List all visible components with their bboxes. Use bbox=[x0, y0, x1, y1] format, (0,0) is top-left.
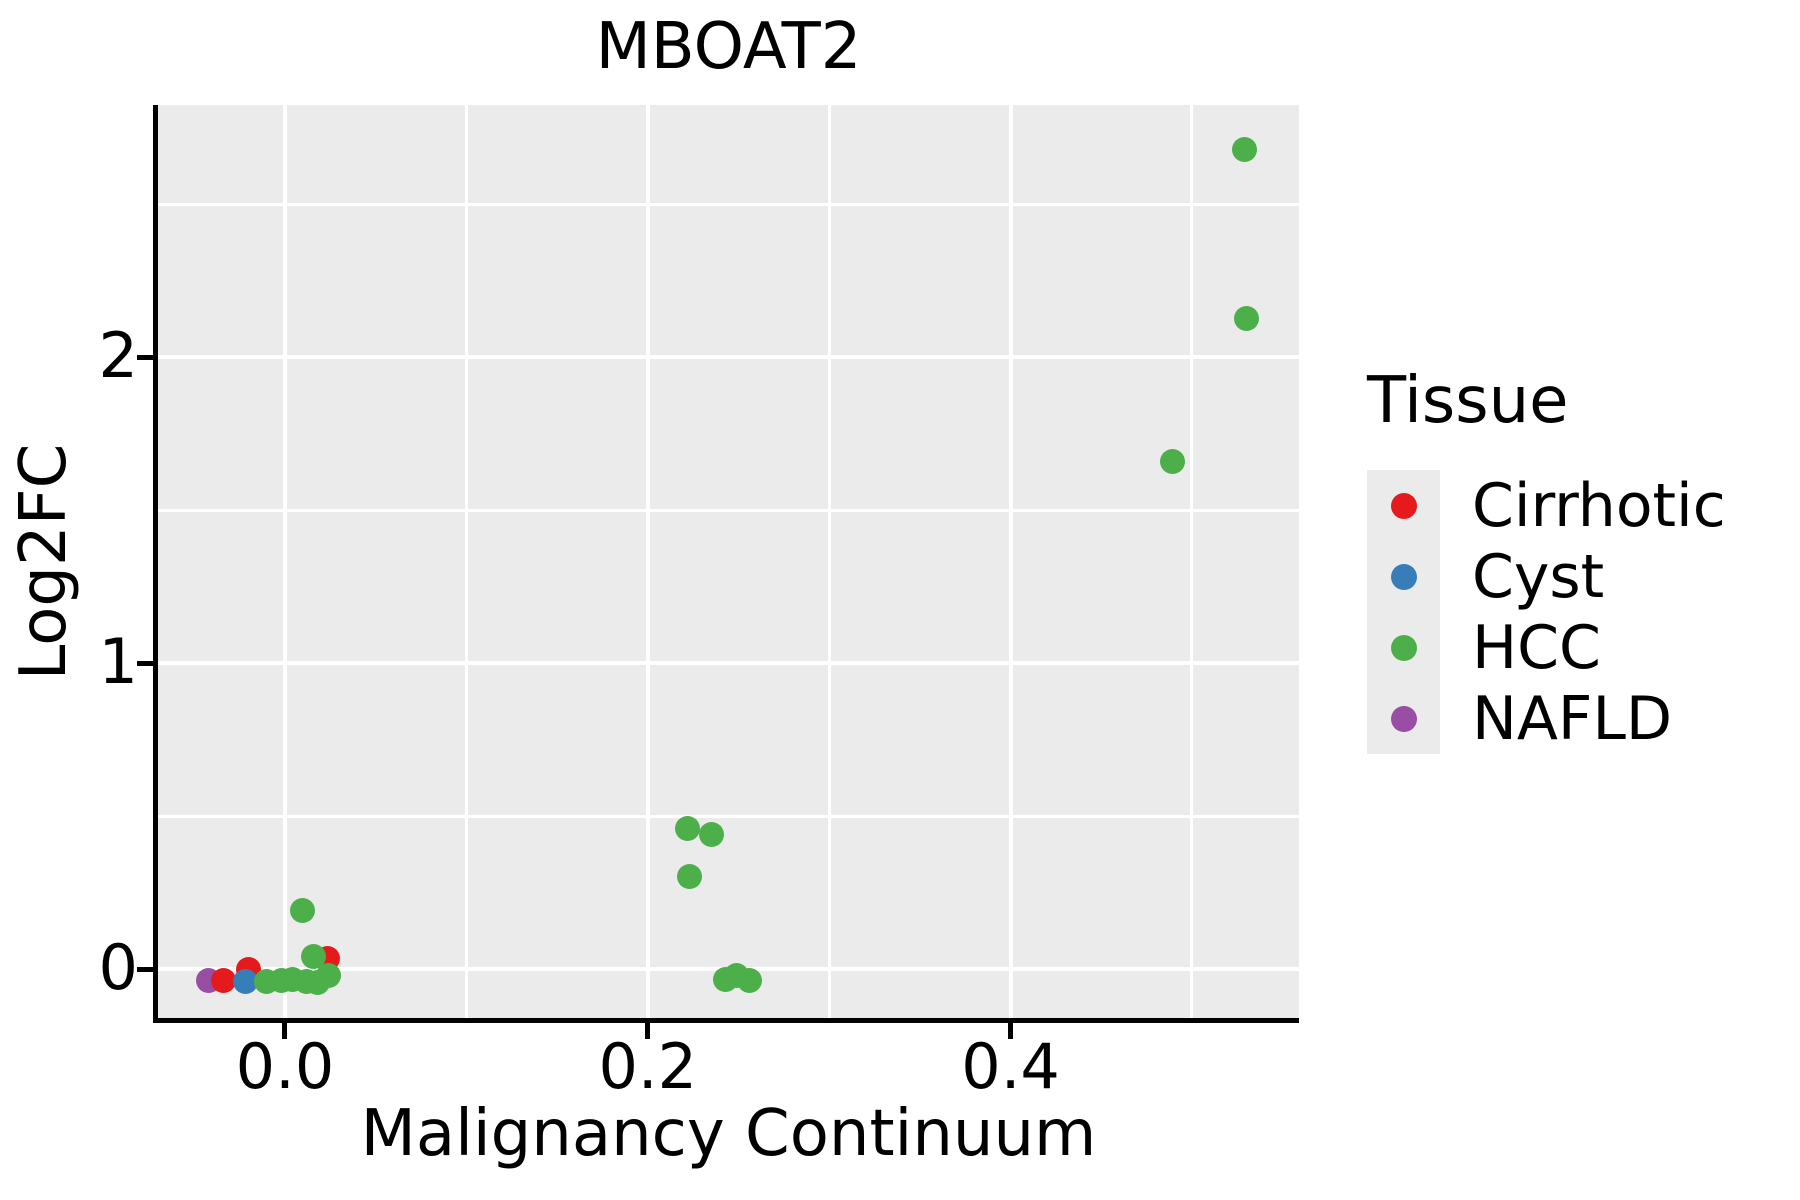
data-point-hcc bbox=[289, 898, 315, 924]
x-tick-mark bbox=[1008, 1023, 1014, 1039]
legend-label: NAFLD bbox=[1472, 683, 1673, 754]
y-major-gridline bbox=[158, 661, 1299, 666]
legend-item-nafld: NAFLD bbox=[1367, 683, 1726, 755]
x-axis-line bbox=[153, 1018, 1299, 1023]
legend-item-cyst: Cyst bbox=[1367, 541, 1726, 613]
x-tick-mark bbox=[282, 1023, 288, 1039]
legend-swatch-icon bbox=[1390, 634, 1417, 661]
legend-swatch-icon bbox=[1390, 492, 1417, 519]
legend-item-cirrhotic: Cirrhotic bbox=[1367, 470, 1726, 542]
data-point-hcc bbox=[1233, 305, 1259, 331]
y-minor-gridline bbox=[158, 508, 1299, 512]
legend-label: HCC bbox=[1472, 612, 1601, 683]
legend-key bbox=[1367, 612, 1440, 684]
legend-key bbox=[1367, 470, 1440, 542]
legend-key bbox=[1367, 683, 1440, 755]
x-tick-mark bbox=[645, 1023, 651, 1039]
y-major-gridline bbox=[158, 355, 1299, 360]
x-minor-gridline bbox=[464, 105, 468, 1018]
x-tick-label: 0.4 bbox=[961, 1030, 1060, 1103]
data-point-hcc bbox=[736, 967, 762, 993]
legend: Tissue Cirrhotic Cyst HCC NAFLD bbox=[1367, 364, 1726, 755]
data-point-cyst bbox=[232, 969, 258, 995]
plot-panel bbox=[158, 105, 1299, 1018]
x-minor-gridline bbox=[827, 105, 831, 1018]
y-tick-label: 2 bbox=[98, 318, 138, 392]
x-major-gridline bbox=[282, 105, 287, 1018]
data-point-hcc bbox=[1232, 136, 1258, 162]
x-tick-label: 0.2 bbox=[598, 1030, 698, 1103]
legend-label: Cyst bbox=[1472, 541, 1605, 612]
y-tick-mark bbox=[137, 966, 153, 972]
data-point-hcc bbox=[676, 863, 702, 889]
x-major-gridline bbox=[1008, 105, 1013, 1018]
x-axis-title: Malignancy Continuum bbox=[360, 1097, 1097, 1171]
y-tick-mark bbox=[137, 354, 153, 360]
y-minor-gridline bbox=[158, 202, 1299, 206]
chart-title: MBOAT2 bbox=[595, 10, 862, 84]
legend-swatch-icon bbox=[1390, 705, 1417, 732]
legend-label: Cirrhotic bbox=[1472, 470, 1726, 541]
y-tick-mark bbox=[137, 660, 153, 666]
y-tick-label: 1 bbox=[98, 624, 138, 698]
data-point-hcc bbox=[1159, 448, 1185, 474]
y-axis-line bbox=[153, 105, 158, 1023]
legend-item-hcc: HCC bbox=[1367, 612, 1726, 684]
x-minor-gridline bbox=[1190, 105, 1194, 1018]
y-minor-gridline bbox=[158, 814, 1299, 818]
legend-title: Tissue bbox=[1367, 364, 1569, 438]
data-point-hcc bbox=[316, 962, 341, 988]
data-point-cirrhotic bbox=[210, 968, 236, 994]
legend-key bbox=[1367, 541, 1440, 613]
x-tick-label: 0.0 bbox=[235, 1030, 335, 1103]
x-major-gridline bbox=[645, 105, 650, 1018]
legend-items: Cirrhotic Cyst HCC NAFLD bbox=[1367, 470, 1726, 755]
data-point-hcc bbox=[675, 816, 701, 842]
data-point-hcc bbox=[698, 821, 724, 847]
legend-swatch-icon bbox=[1390, 563, 1417, 590]
y-tick-label: 0 bbox=[98, 930, 138, 1004]
